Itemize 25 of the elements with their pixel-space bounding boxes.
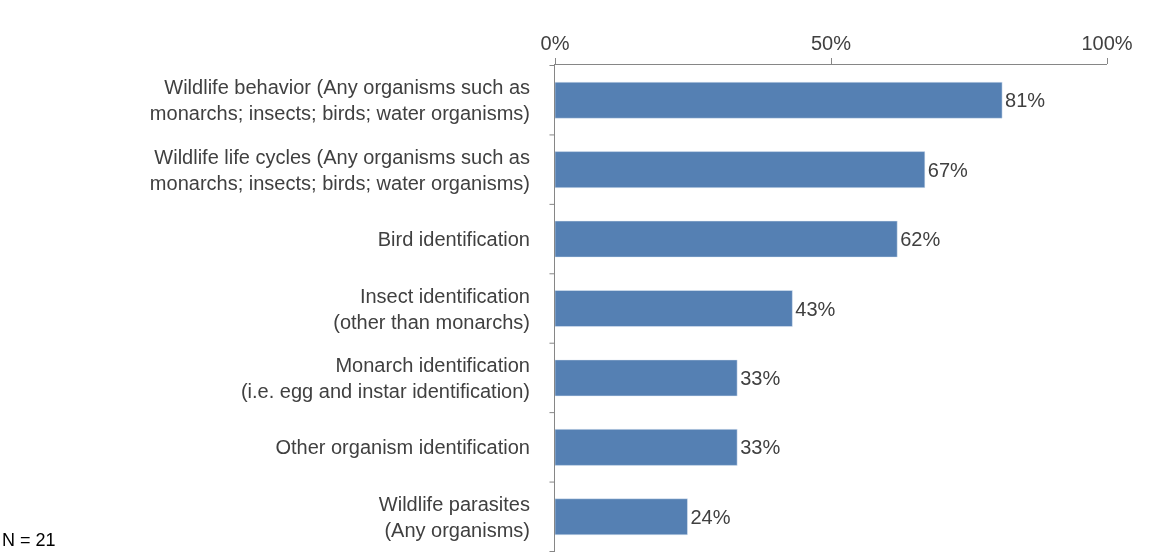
y-tick-label: Other organism identification [275,436,530,459]
bar [555,359,738,397]
bar [555,220,898,258]
y-tick-label: Bird identification [377,228,530,251]
x-tick-label: 100% [1081,32,1133,54]
data-label: 67% [927,158,969,181]
bar [555,429,738,466]
data-label: 43% [795,297,836,320]
bar [555,498,688,536]
data-label: 33% [740,366,781,389]
x-tick-label: 50% [810,32,852,54]
text: N = 21 [2,530,56,550]
bar [555,151,926,188]
y-tick-label: Insect identification (other than monarchs) [333,284,530,333]
data-label: 24% [690,505,731,528]
data-label: 62% [900,228,941,251]
y-tick-label: Wildlife parasites (Any organisms) [378,492,530,541]
bar [555,81,1003,119]
y-tick-label: Wildlife life cycles (Any organisms such as monarchs; insects; birds; water organisms) [149,145,530,194]
y-tick-label: Monarch identification (i.e. egg and instar identification) [240,353,530,402]
data-label: 33% [740,436,781,459]
bar [555,290,793,327]
y-tick-label: Wildlife behavior (Any organisms such as monarchs; insects; birds; water organisms) [149,76,530,125]
data-label: 81% [1005,89,1046,112]
x-tick-label: 0% [540,32,570,54]
